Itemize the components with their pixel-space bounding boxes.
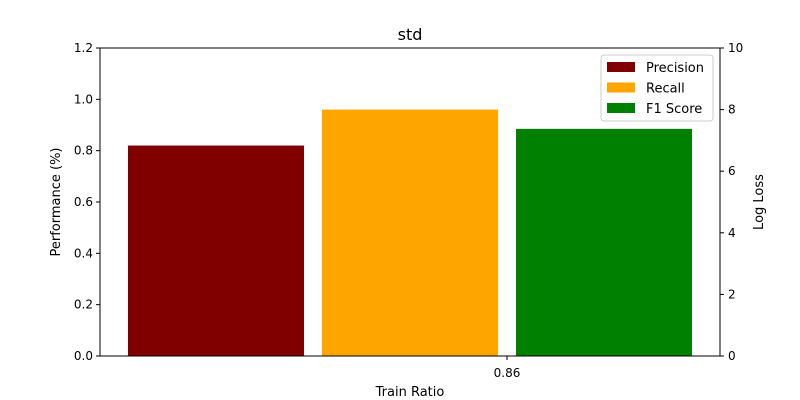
bar-recall xyxy=(322,109,498,356)
y-tick-label: 1.2 xyxy=(74,41,93,55)
legend: Precision Recall F1 Score xyxy=(600,54,714,122)
x-axis-ticks: 0.86 xyxy=(494,356,521,380)
legend-swatch xyxy=(607,82,635,93)
y-tick-label: 0.0 xyxy=(74,349,93,363)
legend-swatch xyxy=(607,62,635,72)
y2-tick-label: 4 xyxy=(728,226,736,240)
legend-label: F1 Score xyxy=(646,102,702,117)
legend-swatch xyxy=(607,103,635,113)
y2-axis-ticks: 0 2 4 6 8 10 xyxy=(720,41,743,363)
y2-axis-label: Log Loss xyxy=(752,174,767,230)
x-tick-label: 0.86 xyxy=(494,366,521,380)
y2-tick-label: 10 xyxy=(728,41,743,55)
bars xyxy=(128,109,692,356)
x-axis-label: Train Ratio xyxy=(375,385,445,400)
y-tick-label: 0.8 xyxy=(74,144,93,158)
bar-precision xyxy=(128,145,304,356)
y-tick-label: 0.4 xyxy=(74,246,93,260)
y-axis-label: Performance (%) xyxy=(49,147,64,256)
y2-tick-label: 2 xyxy=(728,287,736,301)
y-tick-label: 0.6 xyxy=(74,195,93,209)
y2-tick-label: 8 xyxy=(728,103,736,117)
y-axis-ticks: 0.0 0.2 0.4 0.6 0.8 1.0 1.2 xyxy=(74,41,100,363)
y-tick-label: 1.0 xyxy=(74,92,93,106)
bar-f1-score xyxy=(516,128,692,356)
y2-tick-label: 6 xyxy=(728,164,736,178)
chart-title: std xyxy=(398,25,423,44)
y-tick-label: 0.2 xyxy=(74,298,93,312)
y2-tick-label: 0 xyxy=(728,349,736,363)
legend-label: Recall xyxy=(646,82,685,97)
legend-label: Precision xyxy=(646,61,704,76)
